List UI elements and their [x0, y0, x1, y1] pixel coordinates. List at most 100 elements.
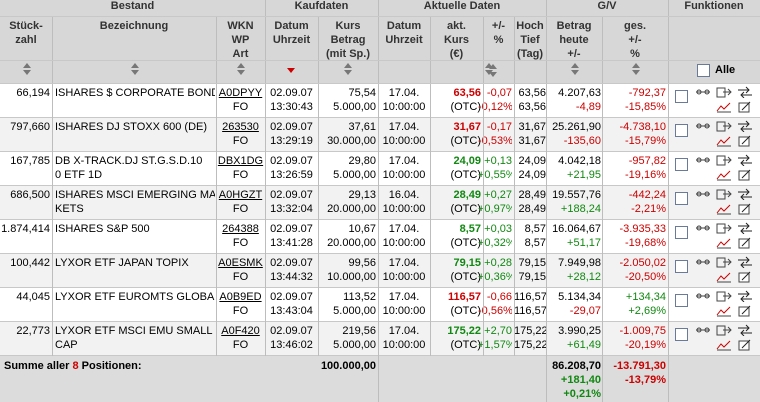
- row-diff-pct: +0,36%: [478, 271, 512, 283]
- row-name[interactable]: LYXOR ETF MSCI EMU SMALL: [55, 325, 213, 337]
- row-wkn-link[interactable]: A0ESMK: [218, 257, 263, 269]
- sort-betrag-heute-icon[interactable]: [570, 62, 580, 76]
- export-icon[interactable]: [716, 120, 732, 132]
- summary-divider: [668, 356, 669, 402]
- col-plusminus: +/- %: [483, 17, 514, 61]
- row-name[interactable]: LYXOR ETF JAPAN TOPIX: [55, 257, 189, 269]
- row-wkn-link[interactable]: 263530: [222, 121, 259, 133]
- transfer-icon[interactable]: [737, 256, 753, 268]
- sort-plusminus-1-icon[interactable]: [488, 62, 498, 71]
- row-gv-pct: +2,69%: [628, 305, 666, 317]
- export-icon[interactable]: [716, 188, 732, 200]
- sort-ges-icon[interactable]: [631, 62, 641, 76]
- transfer-icon[interactable]: [737, 120, 753, 132]
- edit-icon[interactable]: [737, 271, 753, 283]
- export-icon[interactable]: [716, 290, 732, 302]
- row-select-checkbox[interactable]: [675, 124, 688, 137]
- row-divider: [0, 355, 760, 356]
- row-akt-place: (OTC): [450, 169, 481, 181]
- edit-icon[interactable]: [737, 237, 753, 249]
- col-hoch-tief: Hoch Tief (Tag): [514, 17, 546, 61]
- row-select-checkbox[interactable]: [675, 328, 688, 341]
- chart-icon[interactable]: [716, 305, 732, 317]
- compare-icon[interactable]: [695, 290, 711, 302]
- row-select-checkbox[interactable]: [675, 158, 688, 171]
- row-akt-place: (OTC): [450, 271, 481, 283]
- export-icon[interactable]: [716, 256, 732, 268]
- compare-icon[interactable]: [695, 86, 711, 98]
- row-select-checkbox[interactable]: [675, 192, 688, 205]
- edit-icon[interactable]: [737, 101, 753, 113]
- compare-icon[interactable]: [695, 154, 711, 166]
- row-gv-abs: -2.050,02: [619, 257, 666, 269]
- group-divider: [378, 0, 379, 17]
- sort-datum-kauf-icon[interactable]: [286, 62, 296, 76]
- col-wkn: WKN WP Art: [216, 17, 265, 61]
- sort-stueckzahl-icon[interactable]: [22, 62, 32, 76]
- chart-icon[interactable]: [716, 203, 732, 215]
- summary-row: [0, 356, 760, 402]
- row-select-checkbox[interactable]: [675, 294, 688, 307]
- edit-icon[interactable]: [737, 135, 753, 147]
- compare-icon[interactable]: [695, 188, 711, 200]
- row-akt-kurs: 31,67: [453, 121, 481, 133]
- row-select-checkbox[interactable]: [675, 226, 688, 239]
- compare-icon[interactable]: [695, 222, 711, 234]
- chart-icon[interactable]: [716, 101, 732, 113]
- transfer-icon[interactable]: [737, 188, 753, 200]
- export-icon[interactable]: [716, 154, 732, 166]
- export-icon[interactable]: [716, 222, 732, 234]
- transfer-icon[interactable]: [737, 324, 753, 336]
- select-all-checkbox[interactable]: [697, 64, 710, 77]
- row-name[interactable]: ISHARES MSCI EMERGING MAR: [55, 189, 215, 201]
- sort-plusminus-2-icon[interactable]: [488, 70, 498, 79]
- row-name[interactable]: ISHARES S&P 500: [55, 223, 150, 235]
- compare-icon[interactable]: [695, 120, 711, 132]
- row-wkn-link[interactable]: 264388: [222, 223, 259, 235]
- transfer-icon[interactable]: [737, 290, 753, 302]
- transfer-icon[interactable]: [737, 86, 753, 98]
- sort-wkn-icon[interactable]: [236, 62, 246, 76]
- sort-kurs-betrag-icon[interactable]: [343, 62, 353, 76]
- row-stueckzahl: 167,785: [10, 155, 50, 167]
- row-wkn-link[interactable]: A0DPYY: [218, 87, 263, 99]
- summary-gv-total: -13.791,30: [613, 360, 666, 372]
- row-name[interactable]: ISHARES $ CORPORATE BOND: [55, 87, 215, 99]
- compare-icon[interactable]: [695, 256, 711, 268]
- row-gv-pct: -15,79%: [625, 135, 666, 147]
- row-hoch: 116,57: [514, 291, 546, 303]
- chart-icon[interactable]: [716, 339, 732, 351]
- sort-bezeichnung-icon[interactable]: [130, 62, 140, 76]
- compare-icon[interactable]: [695, 324, 711, 336]
- row-select-checkbox[interactable]: [675, 260, 688, 273]
- row-gv-abs: -957,82: [628, 155, 666, 167]
- edit-icon[interactable]: [737, 203, 753, 215]
- row-name[interactable]: LYXOR ETF EUROMTS GLOBAL: [55, 291, 215, 303]
- row-name[interactable]: DB X-TRACK.DJ ST.G.S.D.10: [55, 155, 203, 167]
- export-icon[interactable]: [716, 324, 732, 336]
- row-diff-pct: -0,56%: [478, 305, 512, 317]
- summary-label-pre: Summe aller: [4, 360, 73, 372]
- column-divider: [668, 17, 669, 356]
- row-wkn-link[interactable]: A0HGZT: [218, 189, 263, 201]
- edit-icon[interactable]: [737, 305, 753, 317]
- row-akt-zeit: 10:00:00: [382, 271, 426, 283]
- edit-icon[interactable]: [737, 169, 753, 181]
- chart-icon[interactable]: [716, 135, 732, 147]
- edit-icon[interactable]: [737, 339, 753, 351]
- transfer-icon[interactable]: [737, 222, 753, 234]
- chart-icon[interactable]: [716, 237, 732, 249]
- group-aktuelle-daten: Aktuelle Daten: [378, 0, 546, 16]
- chart-icon[interactable]: [716, 169, 732, 181]
- row-betrag-diff: +61,49: [567, 339, 601, 351]
- row-name[interactable]: ISHARES DJ STOXX 600 (DE): [55, 121, 208, 133]
- row-select-checkbox[interactable]: [675, 90, 688, 103]
- chart-icon[interactable]: [716, 271, 732, 283]
- row-wkn-link[interactable]: A0F420: [221, 325, 260, 337]
- row-wkn-link[interactable]: DBX1DG: [217, 155, 264, 167]
- row-wkn-link[interactable]: A0B9ED: [219, 291, 262, 303]
- transfer-icon[interactable]: [737, 154, 753, 166]
- row-divider: [0, 287, 760, 288]
- export-icon[interactable]: [716, 86, 732, 98]
